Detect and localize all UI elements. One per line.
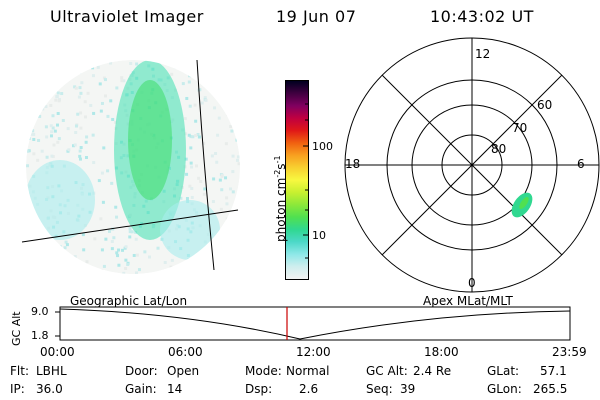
geographic-label: Geographic Lat/Lon: [70, 294, 188, 308]
y-tick-bottom: 1.8: [31, 329, 49, 342]
x-tick-0000: 00:00: [40, 345, 75, 359]
glat-value: 57.1: [540, 364, 567, 378]
flt-label: Flt:: [10, 364, 29, 378]
mlat-label-80: 80: [491, 142, 507, 156]
glon-value: 265.5: [533, 382, 568, 396]
aurora-band: [114, 60, 186, 240]
glat-label: GLat:: [487, 364, 520, 378]
flt-value: LBHL: [36, 364, 67, 378]
mlt-label-0: 0: [468, 276, 476, 290]
mlt-label-18: 18: [345, 157, 361, 171]
seq-value: 39: [400, 382, 416, 396]
apex-label: Apex MLat/MLT: [423, 294, 513, 308]
gain-value: 14: [167, 382, 183, 396]
dsp-label: Dsp:: [245, 382, 273, 396]
color-bar: [285, 80, 309, 280]
time-label: 10:43:02 UT: [430, 7, 534, 26]
gain-label: Gain:: [125, 382, 157, 396]
colorbar-tick-100: 100: [312, 140, 333, 153]
mode-value: Normal: [286, 364, 330, 378]
x-tick-2359: 23:59: [552, 345, 587, 359]
latitude-line: [21, 209, 239, 243]
x-tick-0600: 06:00: [168, 345, 203, 359]
seq-label: Seq:: [366, 382, 393, 396]
colorbar-unit-label: photon cm-2s-1: [273, 155, 288, 242]
gc-alt-value: 2.4 Re: [413, 364, 452, 378]
ip-label: IP:: [10, 382, 25, 396]
x-tick-1800: 18:00: [424, 345, 459, 359]
gc-alt-axis-label: GC Alt: [10, 311, 23, 346]
mlat-label-70: 70: [512, 121, 528, 135]
altitude-curve: [59, 308, 571, 340]
y-tick-top: 9.0: [31, 305, 49, 318]
door-label: Door:: [125, 364, 158, 378]
door-value: Open: [167, 364, 200, 378]
date-label: 19 Jun 07: [276, 7, 357, 26]
colorbar-tick-10: 10: [312, 229, 326, 242]
glon-label: GLon:: [487, 382, 522, 396]
longitude-line: [196, 59, 215, 271]
dsp-value: 2.6: [299, 382, 319, 396]
x-tick-1200: 12:00: [296, 345, 331, 359]
mlt-label-12: 12: [475, 47, 491, 61]
instrument-title: Ultraviolet Imager: [50, 7, 204, 26]
mlt-label-6: 6: [577, 157, 585, 171]
ip-value: 36.0: [36, 382, 63, 396]
aurora-spot: [511, 192, 533, 218]
mode-label: Mode:: [245, 364, 282, 378]
mlat-label-60: 60: [537, 98, 553, 112]
gc-alt-label: GC Alt:: [366, 364, 408, 378]
